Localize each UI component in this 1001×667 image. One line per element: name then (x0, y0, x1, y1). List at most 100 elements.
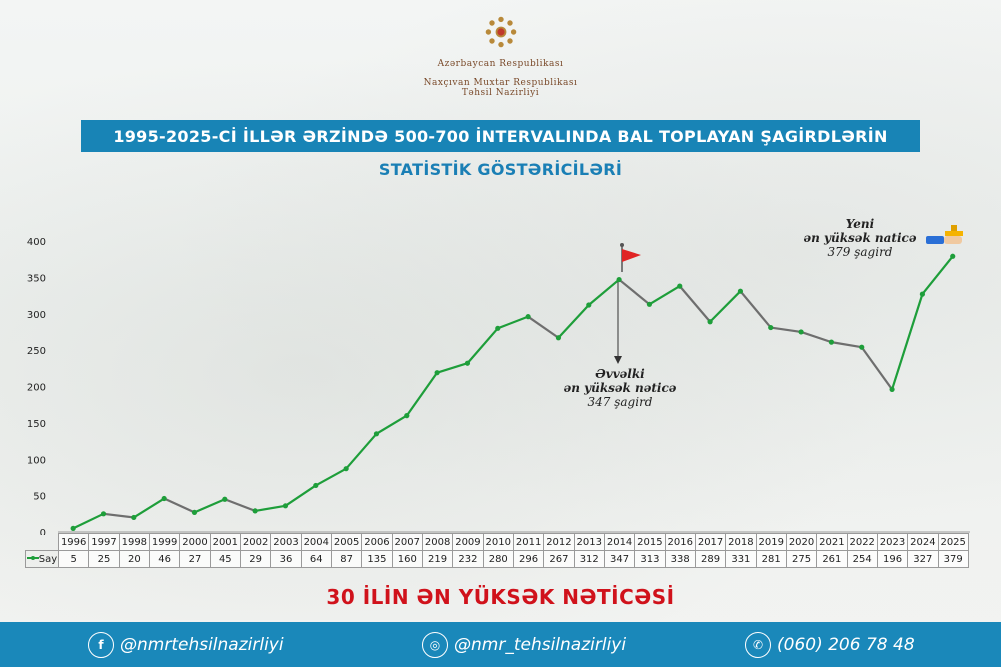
arrow-head-icon (614, 356, 622, 364)
series-segment (436, 362, 469, 374)
background (0, 0, 1001, 620)
data-label: 338 (664, 550, 696, 568)
data-label: 219 (421, 550, 454, 568)
x-tick-label: 2018 (725, 533, 757, 551)
org-line-2: Naxçıvan Muxtar Respublikası (423, 78, 578, 88)
data-point (555, 335, 562, 341)
org-line-3: Təhsil Nazirliyi (461, 88, 540, 98)
data-point (828, 339, 835, 345)
x-tick-label: 2003 (270, 533, 302, 551)
series-segment (193, 498, 226, 514)
x-tick-label: 2016 (664, 533, 696, 551)
x-tick-label: 2000 (179, 533, 211, 551)
new-record-line3: 379 şagird (827, 245, 893, 259)
x-tick-label: 2017 (694, 533, 727, 551)
data-label: 347 (603, 550, 636, 568)
data-label: 275 (785, 550, 818, 568)
data-point (768, 324, 774, 331)
y-tick-label: 50 (33, 492, 46, 503)
data-point (707, 319, 713, 325)
x-tick-label: 2009 (452, 533, 484, 551)
new-record-line1: Yeni (845, 217, 875, 231)
x-tick-label: 1998 (118, 533, 150, 551)
x-tick-label: 2023 (876, 533, 909, 551)
x-tick-label: 2001 (209, 533, 241, 551)
data-label: 135 (361, 550, 393, 568)
x-tick-label: 2015 (634, 533, 666, 551)
series-segment (254, 504, 287, 513)
data-label: 64 (300, 550, 332, 568)
x-tick-label: 2020 (785, 533, 818, 551)
x-tick-label: 2006 (361, 533, 393, 551)
data-point (798, 329, 804, 335)
x-tick-label: 2005 (330, 533, 363, 551)
series-segment (132, 497, 166, 519)
x-tick-label: 2014 (603, 533, 636, 551)
x-tick-label: 2013 (573, 533, 605, 551)
series-segment (618, 278, 651, 306)
data-point (889, 386, 895, 393)
series-segment (890, 293, 924, 391)
previous-record-annotation: Əvvəlki ən yüksək nəticə 347 şagird (560, 367, 680, 409)
data-point (677, 283, 683, 289)
x-tick-label: 2002 (239, 533, 272, 551)
data-point (950, 253, 956, 259)
data-label: 289 (694, 550, 727, 568)
y-axis: 0 50 100 150 200 250 300 350 400 (27, 237, 46, 535)
facebook-link[interactable]: f @nmrtehsilnazirliyi (88, 632, 284, 658)
data-point (525, 314, 531, 320)
data-label: 280 (482, 550, 514, 568)
data-point (252, 508, 258, 514)
series-segment (345, 432, 378, 470)
phone-number: (060) 206 78 48 (777, 635, 915, 655)
x-tick-label: 2007 (391, 533, 423, 551)
data-point (586, 302, 592, 308)
series-segment (466, 327, 499, 365)
data-table: 1996 1997 1998 1999 2000 2001 2002 2003 2004 2005… (25, 533, 969, 568)
y-tick-label: 150 (27, 419, 46, 430)
x-tick-label: 2024 (907, 533, 939, 551)
series-segment (223, 498, 257, 513)
table-corner (25, 533, 59, 551)
instagram-link[interactable]: ◎ @nmr_tehsilnazirliyi (422, 632, 626, 658)
series-segment (527, 315, 560, 339)
series-segment (830, 341, 863, 349)
y-tick-label: 200 (27, 383, 46, 394)
data-label: 196 (876, 550, 909, 568)
data-point (131, 514, 137, 521)
data-label: 29 (239, 550, 272, 568)
data-label: 36 (270, 550, 302, 568)
series-line (72, 255, 954, 530)
chart-title: 1995-2025-Cİ İLLƏR ƏRZİNDƏ 500-700 İNTER… (81, 120, 920, 152)
table-row-values: Say 5 25 20 46 27 45 29 36 64 87 135 160 219 232 280 29… (25, 550, 969, 568)
series-segment (708, 290, 742, 323)
phone-link[interactable]: ✆ (060) 206 78 48 (745, 632, 915, 658)
data-label: 267 (543, 550, 575, 568)
data-label: 160 (391, 550, 423, 568)
series-segment (496, 315, 530, 330)
data-point (404, 413, 410, 419)
state-emblem-icon (485, 16, 516, 48)
series-segment (648, 285, 681, 306)
x-tick-label: 1996 (57, 533, 90, 551)
x-tick-label: 2010 (482, 533, 514, 551)
data-label: 296 (512, 550, 545, 568)
data-point (343, 466, 349, 472)
line-chart: 0 50 100 150 200 250 300 350 400 1 (27, 225, 970, 535)
data-point (919, 291, 926, 297)
data-point (100, 511, 107, 517)
previous-record-line2: ən yüksək nəticə (563, 381, 677, 395)
data-label: 232 (452, 550, 484, 568)
data-point (191, 509, 198, 515)
data-label: 281 (755, 550, 787, 568)
x-tick-label: 1999 (148, 533, 181, 551)
trophy-icon: 1 (926, 225, 963, 244)
x-tick-label: 2019 (755, 533, 787, 551)
data-label: 46 (148, 550, 181, 568)
series-segment (284, 484, 317, 507)
x-tick-label: 2022 (846, 533, 878, 551)
data-label: 313 (634, 550, 666, 568)
series-segment (799, 330, 833, 344)
data-label: 327 (907, 550, 939, 568)
footer: f @nmrtehsilnazirliyi ◎ @nmr_tehsilnazir… (0, 622, 1001, 667)
